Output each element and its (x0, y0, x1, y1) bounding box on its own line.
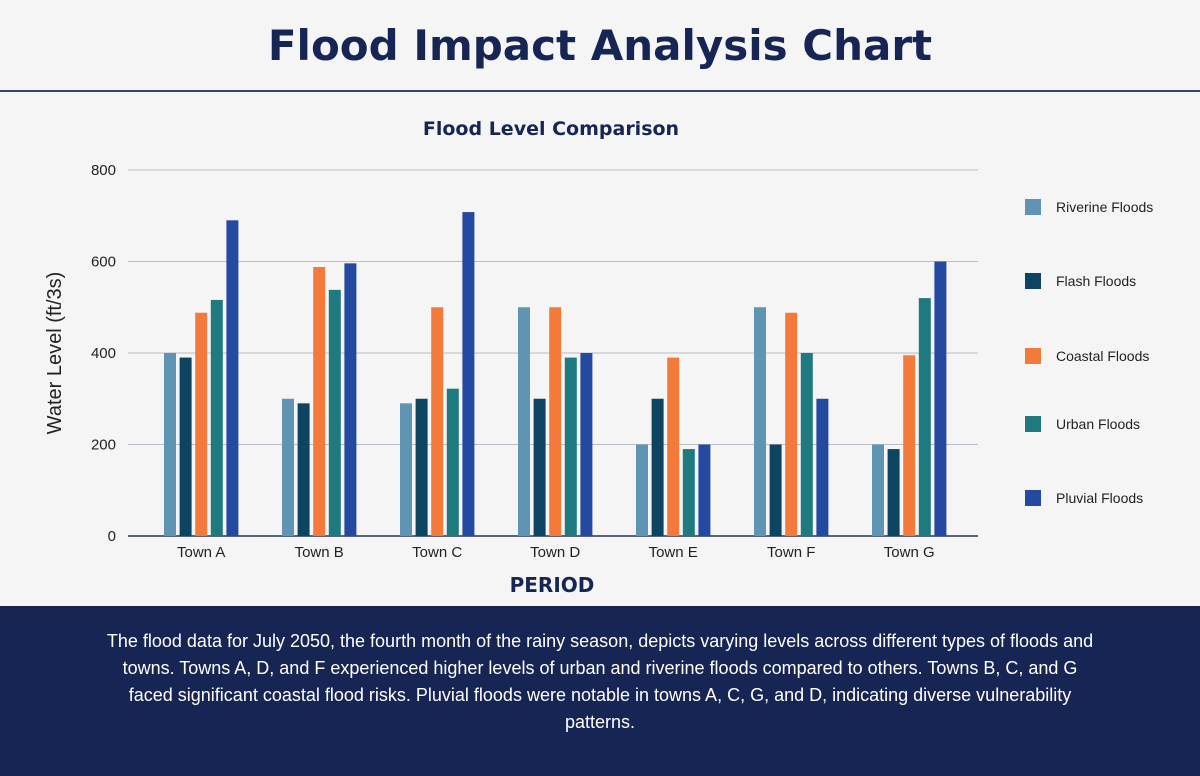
bar-urban-floods-town-b (328, 289, 341, 536)
header: Flood Impact Analysis Chart (0, 0, 1200, 90)
legend-swatch-riverine-floods (1025, 199, 1041, 215)
y-axis-label: Water Level (ft/3s) (44, 272, 66, 435)
bar-pluvial-floods-town-f (816, 398, 829, 536)
legend-swatch-urban-floods (1025, 416, 1041, 432)
legend-swatch-flash-floods (1025, 273, 1041, 289)
bar-riverine-floods-town-e (636, 444, 648, 536)
x-tick-label: Town C (412, 544, 462, 561)
y-tick-label: 0 (108, 528, 116, 545)
x-tick-label: Town F (767, 544, 815, 561)
description-text: The flood data for July 2050, the fourth… (106, 631, 1094, 732)
bar-riverine-floods-town-b (282, 398, 294, 536)
y-tick-label: 200 (91, 437, 116, 454)
bar-flash-floods-town-g (887, 449, 900, 536)
legend-label: Flash Floods (1056, 273, 1136, 289)
bar-riverine-floods-town-c (400, 403, 412, 536)
bar-riverine-floods-town-a (164, 353, 176, 536)
flood-level-chart: Flood Level Comparison 0 200 400 600 800 Water… (44, 118, 1153, 597)
bar-coastal-floods-town-d (549, 307, 562, 536)
y-tick-label: 400 (91, 345, 116, 362)
bar-pluvial-floods-town-a (226, 220, 239, 536)
bar-coastal-floods-town-f (785, 312, 798, 536)
bar-riverine-floods-town-f (754, 307, 766, 536)
bar-pluvial-floods-town-b (344, 263, 357, 536)
bar-flash-floods-town-c (415, 398, 428, 536)
legend-label: Riverine Floods (1056, 199, 1153, 215)
bar-flash-floods-town-f (769, 444, 782, 536)
legend-swatch-pluvial-floods (1025, 490, 1041, 506)
legend-swatch-coastal-floods (1025, 348, 1041, 364)
x-tick-label: Town D (530, 544, 580, 561)
bar-urban-floods-town-g (918, 298, 931, 536)
bar-coastal-floods-town-g (903, 355, 916, 536)
bar-coastal-floods-town-b (313, 266, 326, 536)
bar-urban-floods-town-d (564, 357, 577, 536)
bar-flash-floods-town-b (297, 403, 310, 536)
bar-urban-floods-town-a (210, 299, 223, 536)
x-tick-label: Town G (884, 544, 935, 561)
bar-pluvial-floods-town-c (462, 212, 475, 536)
chart-title: Flood Level Comparison (423, 118, 679, 140)
bar-flash-floods-town-a (179, 357, 192, 536)
header-divider (0, 90, 1200, 92)
bar-pluvial-floods-town-g (934, 261, 947, 536)
y-tick-label: 600 (91, 254, 116, 271)
bar-coastal-floods-town-e (667, 357, 680, 536)
y-tick-label: 800 (91, 162, 116, 179)
bar-coastal-floods-town-c (431, 307, 444, 536)
bar-coastal-floods-town-a (195, 312, 208, 536)
bar-pluvial-floods-town-e (698, 444, 711, 536)
bar-urban-floods-town-e (682, 449, 695, 536)
legend-label: Pluvial Floods (1056, 490, 1143, 506)
bar-riverine-floods-town-g (872, 444, 884, 536)
bar-urban-floods-town-f (800, 353, 813, 536)
description-panel: The flood data for July 2050, the fourth… (0, 606, 1200, 776)
bar-urban-floods-town-c (446, 388, 459, 536)
bar-flash-floods-town-e (651, 398, 664, 536)
bar-pluvial-floods-town-d (580, 353, 593, 536)
page-title: Flood Impact Analysis Chart (267, 20, 933, 70)
legend-label: Coastal Floods (1056, 348, 1149, 364)
x-tick-label: Town B (295, 544, 344, 561)
x-axis-label: PERIOD (510, 573, 595, 597)
x-tick-label: Town E (649, 544, 698, 561)
bar-riverine-floods-town-d (518, 307, 530, 536)
legend-label: Urban Floods (1056, 416, 1140, 432)
x-tick-label: Town A (177, 544, 225, 561)
bar-flash-floods-town-d (533, 398, 546, 536)
